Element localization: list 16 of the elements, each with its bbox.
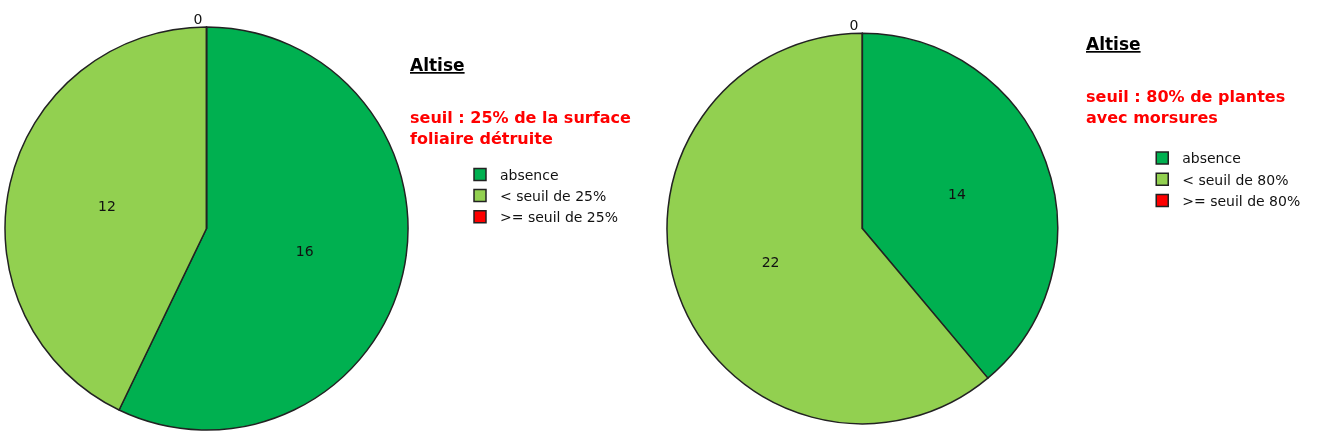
legend-label: < seuil de 25%	[500, 188, 607, 205]
legend-label: < seuil de 80%	[1182, 171, 1289, 188]
text: seuil : 80% de plantes avec morsures	[1086, 87, 1286, 127]
legend-label: absence	[1182, 150, 1241, 167]
text: seuil : 25% de la surface foliaire détruite	[410, 108, 631, 148]
data-label: 22	[761, 253, 780, 270]
text: 0	[849, 17, 859, 34]
data-label: 16	[295, 242, 314, 259]
legend-label: absence	[500, 166, 559, 183]
data-label: 12	[98, 197, 116, 214]
chart-title: Altise	[1086, 34, 1141, 54]
legend-label: >= seuil de 80%	[1182, 192, 1301, 209]
text: Altise	[410, 55, 465, 75]
legend-label: >= seuil de 25%	[500, 209, 618, 226]
data-label: 14	[947, 186, 966, 203]
text: 0	[193, 11, 203, 27]
